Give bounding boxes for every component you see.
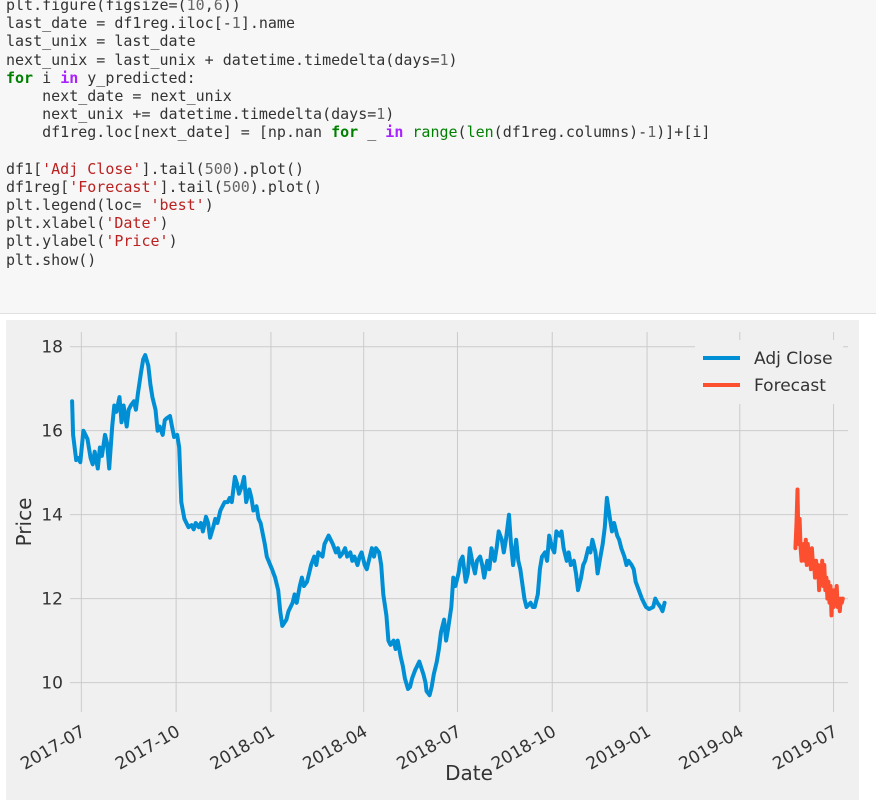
code-line: df1reg.loc[next_date] = [np.nan for _ in… [6,123,876,141]
code-line: next_date = next_unix [6,87,876,105]
code-token: 6 [213,0,223,14]
series-forecast [793,487,845,618]
code-token: plt.xlabel( [6,214,106,233]
y-tick-label: 16 [41,422,63,442]
code-token: last_unix = last_date [6,32,196,51]
code-line: plt.show() [6,251,876,269]
code-token: next_unix = last_unix + datetime.timedel… [6,50,440,69]
y-tick-label: 12 [41,590,63,610]
code-token: ) [448,50,458,69]
code-token: ) [385,105,395,124]
x-axis-label: Date [445,761,493,785]
series-line [70,353,667,698]
code-token: next_date = next_unix [6,86,232,105]
code-token: df1[ [6,159,43,178]
legend-label: Forecast [754,376,826,396]
code-token: in [385,123,404,142]
code-token: ).plot() [249,177,323,196]
code-token: 'Price' [105,232,169,251]
code-token: ) [204,196,214,215]
code-line [6,142,876,160]
code-token: plt.show() [6,250,97,269]
code-token: in [60,68,79,87]
code-line: plt.figure(figsize=(10,6)) [6,0,876,14]
code-token: len [466,123,494,142]
code-token: ( [457,123,467,142]
output-area: 10 12 14 16 18 2017-07 2017-10 2018-01 2018-04 20… [0,320,876,807]
code-line: df1reg['Forecast'].tail(500).plot() [6,178,876,196]
code-line: df1['Adj Close'].tail(500).plot() [6,160,876,178]
code-token: 'Date' [105,214,160,233]
legend: Adj Close Forecast [695,340,843,404]
code-token: for [6,68,34,87]
code-token: y_predicted: [78,68,196,87]
code-token: ) [159,214,169,233]
code-line: last_unix = last_date [6,32,876,50]
code-token: , [204,0,214,14]
code-token: 1 [439,50,449,69]
code-token: 1 [647,123,657,142]
code-token: 10 [186,0,205,14]
code-line: plt.ylabel('Price') [6,232,876,250]
code-line: plt.xlabel('Date') [6,214,876,232]
code-token: 'Forecast' [69,177,160,196]
code-token: ].name [240,14,295,33]
series-line [793,487,845,618]
code-token: df1reg[ [6,177,70,196]
code-token: last_date = df1reg.iloc[- [6,14,232,33]
y-tick-label: 14 [41,506,63,526]
code-token: ].tail( [141,159,205,178]
code-token: )) [222,0,241,14]
code-token: plt.ylabel( [6,232,106,251]
code-token: plt.figure(figsize=( [6,0,187,14]
code-token: ].tail( [159,177,223,196]
code-token: 500 [222,177,250,196]
y-tick-label: 18 [41,338,63,358]
code-token: plt.legend(loc= [6,196,151,215]
code-token: 'best' [150,196,205,215]
code-token: (df1reg.columns)- [493,123,648,142]
code-token: _ [358,123,386,142]
code-token: range [412,123,458,142]
code-line: next_unix = last_unix + datetime.timedel… [6,51,876,69]
code-block: plt.figure(figsize=(10,6)) last_date = df… [0,0,876,269]
legend-label: Adj Close [754,349,833,369]
y-tick-label: 10 [41,674,63,694]
code-line: next_unix += datetime.timedelta(days=1) [6,105,876,123]
code-token: 'Adj Close' [42,159,142,178]
code-token: df1reg.loc[next_date] = [np.nan [6,123,332,142]
code-token: )]+[i] [656,123,711,142]
code-line: last_date = df1reg.iloc[-1].name [6,14,876,32]
code-cell[interactable]: plt.figure(figsize=(10,6)) last_date = df… [0,0,876,314]
code-token: ) [168,232,178,251]
legend-box [695,340,843,404]
code-token: next_unix += datetime.timedelta(days= [6,105,377,124]
code-line: for i in y_predicted: [6,69,876,87]
code-token: i [33,68,61,87]
code-token: for [331,123,359,142]
code-token: 500 [204,159,232,178]
code-token: 1 [231,14,241,33]
y-axis-label: Price [12,498,36,547]
code-line: plt.legend(loc= 'best') [6,196,876,214]
code-token: ).plot() [231,159,305,178]
code-token: 1 [376,105,386,124]
grid [70,332,848,712]
series-adj-close [70,353,667,698]
